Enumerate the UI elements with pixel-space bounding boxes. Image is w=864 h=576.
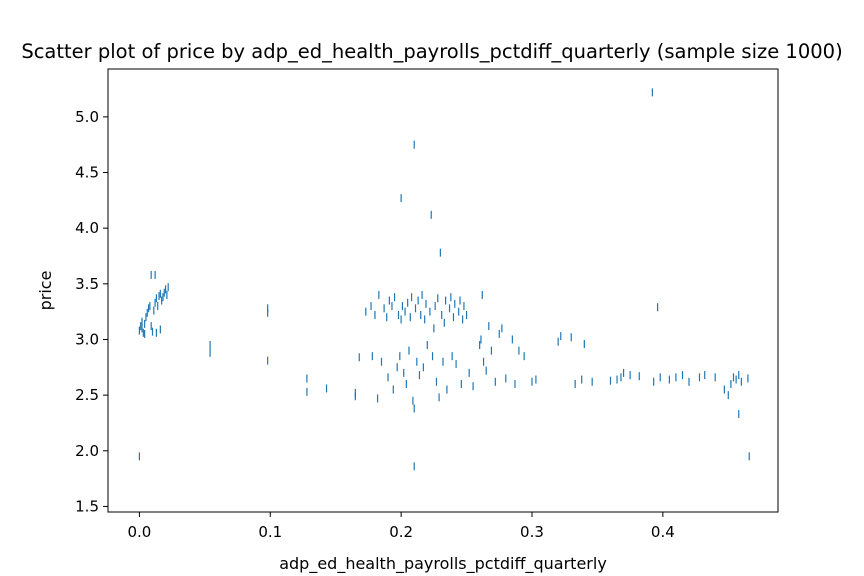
y-axis-label: price bbox=[36, 271, 55, 311]
y-tick-label: 1.5 bbox=[75, 497, 99, 515]
x-tick-label: 0.4 bbox=[651, 523, 675, 541]
data-points bbox=[138, 88, 750, 471]
y-tick-label: 5.0 bbox=[75, 108, 99, 126]
x-axis: 0.0 0.1 0.2 0.3 0.4 bbox=[127, 512, 675, 541]
x-tick-label: 0.1 bbox=[258, 523, 282, 541]
plot-frame bbox=[107, 68, 779, 513]
chart-title: Scatter plot of price by adp_ed_health_p… bbox=[21, 40, 842, 63]
y-tick-label: 3.5 bbox=[75, 275, 99, 293]
y-tick-label: 3.0 bbox=[75, 330, 99, 348]
y-tick-label: 4.5 bbox=[75, 164, 99, 182]
y-tick-label: 2.5 bbox=[75, 386, 99, 404]
x-tick-label: 0.0 bbox=[127, 523, 151, 541]
x-tick-label: 0.2 bbox=[389, 523, 413, 541]
x-tick-label: 0.3 bbox=[520, 523, 544, 541]
y-axis: 1.5 2.0 2.5 3.0 3.5 4.0 4.5 5.0 bbox=[75, 108, 108, 515]
y-tick-label: 4.0 bbox=[75, 219, 99, 237]
y-tick-label: 2.0 bbox=[75, 442, 99, 460]
x-axis-label: adp_ed_health_payrolls_pctdiff_quarterly bbox=[279, 554, 607, 574]
